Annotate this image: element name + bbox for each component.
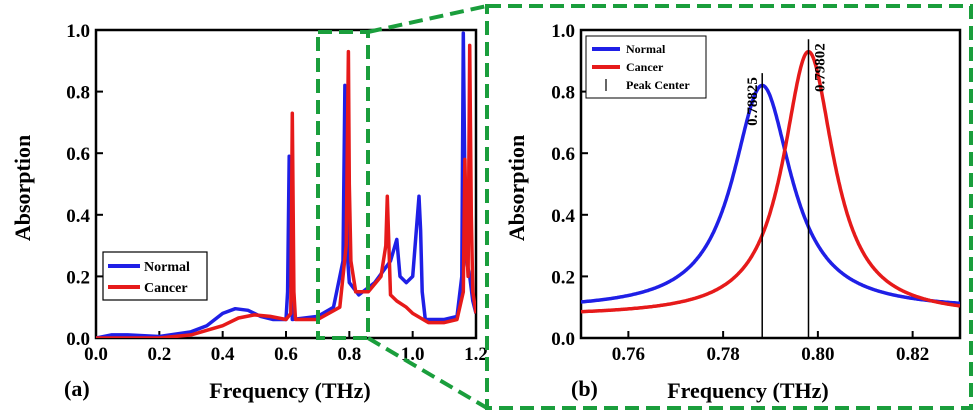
panel-b-legend: Normal Cancer Peak Center: [585, 35, 707, 99]
y-tick-label: 1.0: [551, 21, 575, 42]
peak-center-annotation: 0.78825: [745, 77, 761, 126]
legend-label-cancer: Cancer: [144, 281, 188, 296]
legend-label-cancer: Cancer: [626, 60, 664, 74]
y-tick-label: 0.2: [66, 267, 90, 288]
panel-a-x-axis-label: Frequency (THz): [209, 378, 371, 403]
y-tick-label: 1.0: [66, 21, 90, 42]
x-tick-label: 0.4: [211, 344, 235, 365]
y-tick-label: 0.2: [551, 267, 575, 288]
y-tick-label: 0.6: [66, 144, 90, 165]
x-tick-label: 1.2: [464, 344, 488, 365]
series-line-normal: [96, 31, 476, 338]
y-tick-label: 0.0: [551, 329, 575, 350]
zoom-indicator: [316, 4, 973, 410]
x-tick-label: 0.78: [707, 344, 740, 365]
panel-a-y-axis-label: Absorption: [10, 135, 35, 241]
x-tick-label: 0.80: [801, 344, 834, 365]
legend-label-peak-center: Peak Center: [626, 78, 690, 92]
x-tick-label: 0.8: [337, 344, 361, 365]
x-tick-label: 0.0: [84, 344, 108, 365]
legend-label-normal: Normal: [144, 260, 190, 275]
zoom-connector-top: [367, 4, 488, 34]
panel-b-label: (b): [571, 376, 598, 401]
peak-center-annotation: 0.79802: [812, 43, 828, 92]
x-tick-label: 0.82: [896, 344, 929, 365]
zoom-region-box: [316, 30, 370, 340]
panel-a-label: (a): [64, 376, 90, 401]
panel-b-y-axis-label: Absorption: [504, 135, 529, 241]
zoom-panel-frame: [485, 4, 973, 410]
series-line-normal: [581, 83, 960, 306]
y-tick-label: 0.0: [66, 329, 90, 350]
series-line-cancer: [581, 49, 960, 314]
zoom-connector-bottom: [366, 336, 489, 410]
y-tick-label: 0.4: [551, 206, 575, 227]
x-tick-label: 1.0: [401, 344, 425, 365]
y-tick-label: 0.6: [551, 144, 575, 165]
x-tick-label: 0.6: [274, 344, 298, 365]
y-tick-label: 0.8: [66, 83, 90, 104]
y-tick-label: 0.8: [551, 83, 575, 104]
panel-b-x-axis-label: Frequency (THz): [667, 378, 829, 403]
legend-label-normal: Normal: [626, 42, 666, 56]
x-tick-label: 0.76: [612, 344, 645, 365]
panel-b-plot-frame: [579, 28, 962, 340]
panel-a-legend-box: [102, 251, 208, 301]
panel-a-legend: Normal Cancer: [102, 251, 208, 301]
panel-b: 0.76 0.78 0.80 0.82 0.0 0.2 0.4 0.6 0.8 1.0 0.788…: [504, 21, 962, 403]
series-line-cancer: [96, 43, 476, 338]
panel-a: 0.0 0.2 0.4 0.6 0.8 1.0 1.20.00.20.40.60.81.0 …: [10, 21, 488, 403]
y-tick-label: 0.4: [66, 206, 90, 227]
x-tick-label: 0.2: [147, 344, 171, 365]
